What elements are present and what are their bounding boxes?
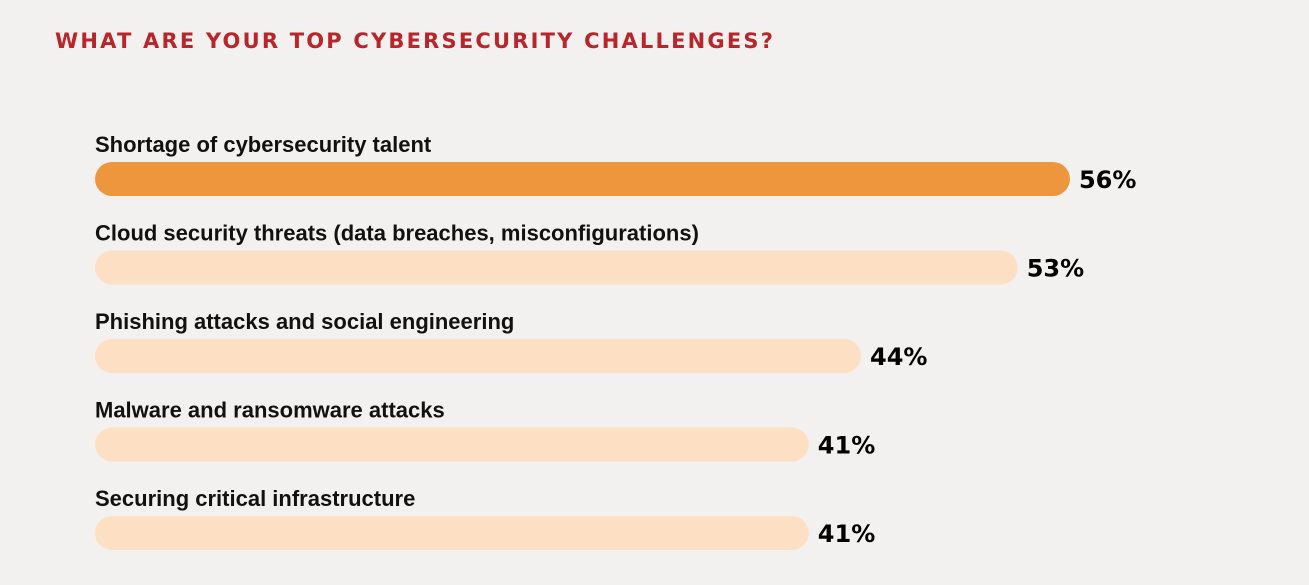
bar [95, 162, 1070, 196]
bar [95, 427, 809, 462]
value-label: 44% [870, 343, 927, 371]
bar [95, 339, 862, 373]
value-label: 56% [1079, 166, 1136, 194]
bar [95, 250, 1018, 285]
value-label: 53% [1027, 255, 1084, 283]
category-label: Malware and ransomware attacks [95, 398, 445, 423]
value-label: 41% [818, 432, 875, 460]
category-label: Cloud security threats (data breaches, m… [95, 221, 699, 246]
category-label: Phishing attacks and social engineering [95, 309, 514, 334]
chart-title: WHAT ARE YOUR TOP CYBERSECURITY CHALLENG… [55, 29, 776, 53]
value-label: 41% [818, 520, 875, 548]
category-label: Shortage of cybersecurity talent [95, 132, 432, 157]
bar [95, 516, 809, 550]
category-label: Securing critical infrastructure [95, 486, 415, 511]
